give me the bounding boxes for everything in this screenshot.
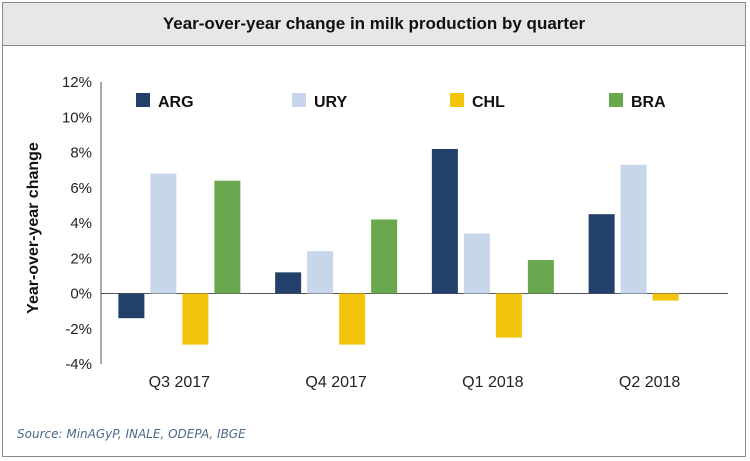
x-tick-label: Q2 2018 <box>619 374 680 391</box>
chart-title: Year-over-year change in milk production… <box>162 14 586 33</box>
legend-label-chl: CHL <box>472 94 505 111</box>
bar-arg-q1-2018 <box>431 148 458 294</box>
bar-bra-q1-2018 <box>527 260 554 294</box>
y-tick-label: 10% <box>62 109 92 126</box>
bar-bra-q3-2017 <box>214 180 241 294</box>
y-tick-label: -2% <box>65 321 92 338</box>
bar-arg-q4-2017 <box>275 272 302 294</box>
source-note: Source: MinAGyP, INALE, ODEPA, IBGE <box>17 427 246 441</box>
y-tick-label: 2% <box>70 250 92 267</box>
bar-ury-q4-2017 <box>307 251 334 294</box>
legend-swatch-arg <box>136 93 150 107</box>
x-tick-label: Q1 2018 <box>462 374 523 391</box>
y-axis-title: Year-over-year change <box>25 142 42 314</box>
bar-ury-q2-2018 <box>620 164 647 294</box>
bar-chl-q2-2018 <box>652 293 679 301</box>
legend-label-bra: BRA <box>631 94 666 111</box>
y-tick-label: 0% <box>70 286 92 303</box>
y-tick-label: 8% <box>70 145 92 162</box>
bar-bra-q4-2017 <box>371 219 398 294</box>
x-tick-label: Q3 2017 <box>149 374 210 391</box>
y-tick-label: 12% <box>62 74 92 91</box>
bar-arg-q3-2017 <box>118 293 145 319</box>
legend-swatch-bra <box>609 93 623 107</box>
legend-swatch-ury <box>292 93 306 107</box>
bar-arg-q2-2018 <box>588 214 615 294</box>
bar-ury-q3-2017 <box>150 173 177 294</box>
title-bar: Year-over-year change in milk production… <box>3 3 745 46</box>
y-tick-label: -4% <box>65 356 92 373</box>
legend-label-arg: ARG <box>158 94 194 111</box>
bar-chl-q4-2017 <box>339 293 366 345</box>
bar-chl-q1-2018 <box>495 293 522 338</box>
legend-swatch-chl <box>450 93 464 107</box>
bar-chl-q3-2017 <box>182 293 209 345</box>
x-tick-label: Q4 2017 <box>305 374 366 391</box>
bar-ury-q1-2018 <box>463 233 490 294</box>
legend-label-ury: URY <box>314 94 348 111</box>
y-tick-label: 4% <box>70 215 92 232</box>
y-tick-label: 6% <box>70 180 92 197</box>
